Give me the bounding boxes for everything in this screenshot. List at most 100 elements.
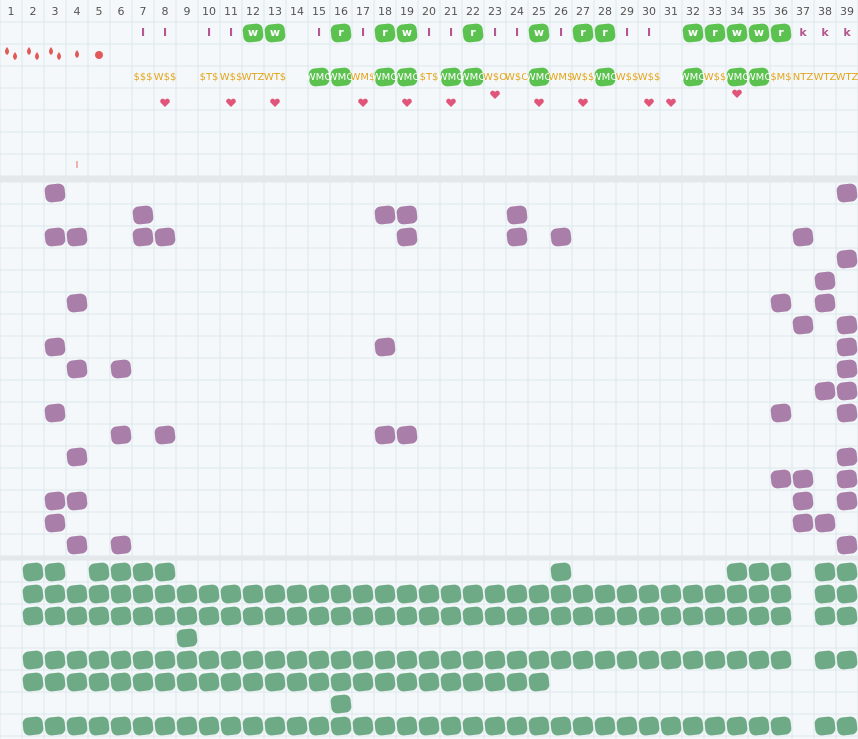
tag-label: I	[361, 26, 365, 39]
green-cell	[352, 606, 374, 626]
tag-label: r	[382, 26, 388, 39]
green-cell	[110, 716, 132, 736]
green-cell	[704, 716, 726, 736]
green-cell	[22, 650, 44, 670]
green-cell	[66, 672, 88, 692]
green-cell	[308, 716, 330, 736]
column-header: 39	[840, 5, 854, 18]
heart-icon	[732, 89, 742, 98]
column-header: 7	[140, 5, 147, 18]
green-cell	[396, 716, 418, 736]
green-cell	[418, 716, 440, 736]
green-cell	[748, 606, 770, 626]
green-cell	[594, 606, 616, 626]
column-header: 30	[642, 5, 656, 18]
green-cell	[132, 606, 154, 626]
green-cell	[528, 672, 550, 692]
purple-cell	[836, 403, 858, 423]
purple-cell	[396, 425, 418, 445]
green-cell	[836, 606, 858, 626]
green-cell	[220, 584, 242, 604]
column-header: 18	[378, 5, 392, 18]
green-cell	[88, 672, 110, 692]
green-cell	[462, 716, 484, 736]
purple-cell	[814, 513, 836, 533]
drop-icon	[49, 47, 53, 55]
column-header: 27	[576, 5, 590, 18]
green-cell	[132, 584, 154, 604]
green-cell	[22, 606, 44, 626]
green-cell	[660, 650, 682, 670]
green-cell	[132, 716, 154, 736]
tag-label: I	[515, 26, 519, 39]
green-cell	[396, 672, 418, 692]
tag-chip	[330, 23, 352, 43]
green-cell	[638, 650, 660, 670]
tag-label: k	[821, 26, 829, 39]
green-cell	[330, 650, 352, 670]
green-cell	[286, 650, 308, 670]
tag-label: I	[625, 26, 629, 39]
dot-icon	[95, 51, 103, 59]
code-label: WM$	[549, 72, 574, 83]
green-cell	[484, 584, 506, 604]
purple-cell	[770, 293, 792, 313]
green-cell	[154, 650, 176, 670]
column-header: 20	[422, 5, 436, 18]
column-header: 13	[268, 5, 282, 18]
column-header: 24	[510, 5, 524, 18]
tag-label: I	[207, 26, 211, 39]
code-label: WT$	[264, 72, 286, 83]
green-cell	[44, 584, 66, 604]
green-cell	[814, 562, 836, 582]
green-cell	[682, 716, 704, 736]
column-header: 32	[686, 5, 700, 18]
green-cell	[242, 672, 264, 692]
green-cell	[198, 606, 220, 626]
green-cell	[462, 650, 484, 670]
column-header: 2	[30, 5, 37, 18]
tag-label: I	[559, 26, 563, 39]
code-label: WMO	[438, 72, 465, 83]
green-cell	[770, 716, 792, 736]
purple-cell	[506, 227, 528, 247]
green-cell	[330, 584, 352, 604]
green-cell	[704, 606, 726, 626]
column-header: 21	[444, 5, 458, 18]
purple-cell	[814, 271, 836, 291]
green-cell	[638, 606, 660, 626]
green-cell	[374, 716, 396, 736]
column-header: 19	[400, 5, 414, 18]
green-cell	[286, 584, 308, 604]
column-header: 14	[290, 5, 304, 18]
column-header: 17	[356, 5, 370, 18]
green-cell	[528, 650, 550, 670]
purple-cell	[44, 513, 66, 533]
purple-cell	[506, 205, 528, 225]
green-cell	[330, 672, 352, 692]
column-header: 11	[224, 5, 238, 18]
code-label: W$$	[220, 72, 243, 83]
drop-icon	[35, 52, 39, 60]
purple-cell	[110, 359, 132, 379]
column-header: 6	[118, 5, 125, 18]
green-cell	[154, 584, 176, 604]
green-cell	[682, 584, 704, 604]
tag-label: r	[712, 26, 718, 39]
heart-icon	[226, 98, 236, 107]
purple-cell	[44, 491, 66, 511]
code-label: W$$	[638, 72, 661, 83]
green-cell	[462, 584, 484, 604]
column-header: 15	[312, 5, 326, 18]
green-cell	[110, 672, 132, 692]
green-cell	[198, 650, 220, 670]
green-cell	[572, 650, 594, 670]
column-header: 23	[488, 5, 502, 18]
green-cell	[418, 606, 440, 626]
green-cell	[506, 672, 528, 692]
column-header: 5	[96, 5, 103, 18]
heart-icon	[270, 98, 280, 107]
green-cell	[704, 650, 726, 670]
column-header: 28	[598, 5, 612, 18]
tag-label: w	[754, 26, 764, 39]
